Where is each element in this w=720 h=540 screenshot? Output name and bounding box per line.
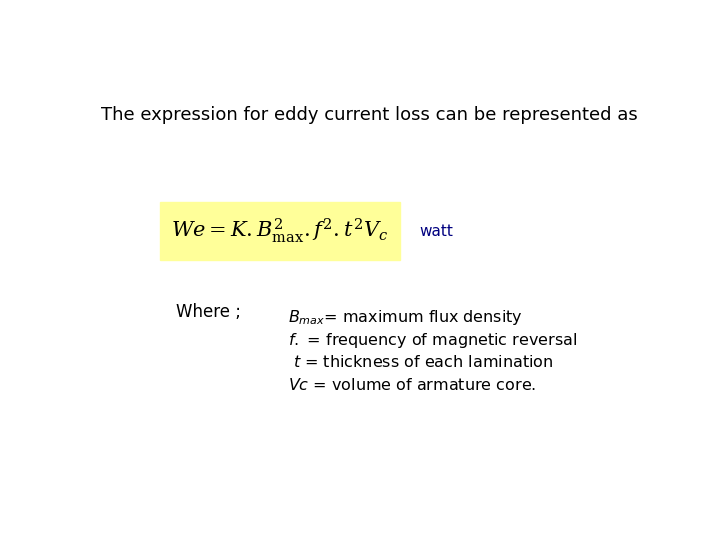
FancyBboxPatch shape	[160, 202, 400, 260]
Text: $We = K.B^{2}_{\mathrm{max}}.f^{2}.t^{2}V_{c}$: $We = K.B^{2}_{\mathrm{max}}.f^{2}.t^{2}…	[171, 217, 388, 246]
Text: $f.$ = frequency of magnetic reversal: $f.$ = frequency of magnetic reversal	[288, 331, 577, 350]
Text: The expression for eddy current loss can be represented as: The expression for eddy current loss can…	[101, 106, 637, 124]
Text: watt: watt	[419, 224, 453, 239]
Text: $B_{max}$= maximum flux density: $B_{max}$= maximum flux density	[288, 308, 523, 327]
Text: $t$ = thickness of each lamination: $t$ = thickness of each lamination	[288, 354, 554, 370]
Text: $Vc$ = volume of armature core.: $Vc$ = volume of armature core.	[288, 377, 536, 393]
Text: Where ;: Where ;	[176, 303, 241, 321]
